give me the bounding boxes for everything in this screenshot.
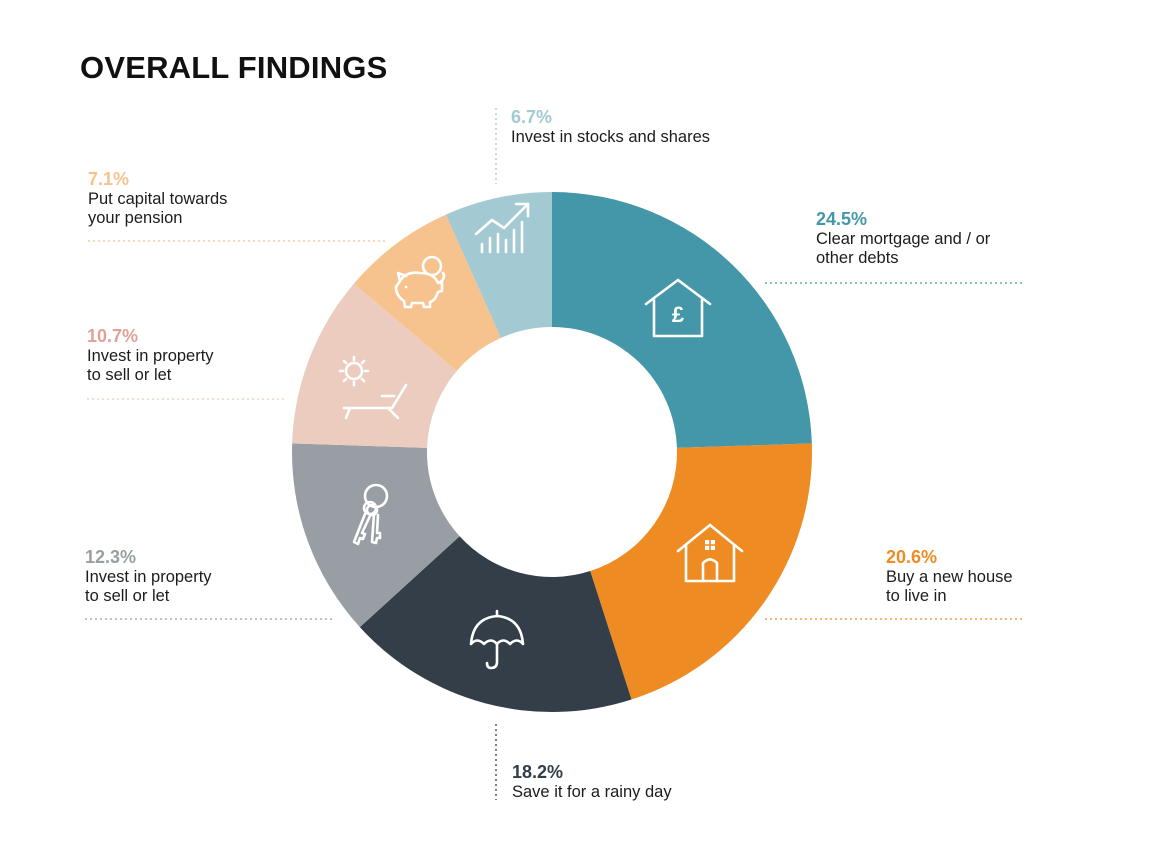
slice-icons: £ <box>338 202 744 670</box>
donut-slice <box>590 443 812 700</box>
umbrella-icon <box>469 609 525 670</box>
slice-percentage: 24.5% <box>816 209 868 229</box>
slice-callout: 6.7% Invest in stocks and shares <box>511 107 711 147</box>
sun-lounger-icon <box>338 355 408 420</box>
slice-label: Save it for a rainy day <box>512 782 672 801</box>
donut-slice <box>445 192 552 338</box>
slice-label: Invest in property to sell or let <box>87 346 214 385</box>
slice-percentage: 12.3% <box>85 547 137 567</box>
donut-slices <box>292 192 812 713</box>
slice-callout: 7.1% Put capital towards your pension <box>88 169 228 229</box>
slice-callout: 18.2% Save it for a rainy day <box>512 762 672 802</box>
slice-label: Put capital towards your pension <box>88 189 228 228</box>
svg-text:£: £ <box>672 302 685 327</box>
slice-callout: 10.7% Invest in property to sell or let <box>87 326 214 386</box>
slice-label: Invest in stocks and shares <box>511 127 711 146</box>
slice-percentage: 18.2% <box>512 762 564 782</box>
slice-percentage: 7.1% <box>88 169 130 189</box>
slice-callout: 20.6% Buy a new house to live in <box>886 547 1013 607</box>
house-pound-icon: £ <box>644 278 712 338</box>
slice-percentage: 6.7% <box>511 107 553 127</box>
donut-slice <box>353 214 501 372</box>
slice-label: Clear mortgage and / or other debts <box>816 229 991 268</box>
slice-percentage: 20.6% <box>886 547 938 567</box>
house-icon <box>676 523 744 583</box>
donut-slice <box>359 536 632 713</box>
slice-label: Invest in property to sell or let <box>85 567 212 606</box>
chart-title: OVERALL FINDINGS <box>80 50 388 85</box>
donut-slice <box>552 192 812 448</box>
slice-callout: 12.3% Invest in property to sell or let <box>85 547 212 607</box>
donut-slice <box>292 443 460 628</box>
donut-slice <box>292 283 457 448</box>
slice-percentage: 10.7% <box>87 326 139 346</box>
piggy-bank-icon <box>394 255 446 309</box>
slice-label: Buy a new house to live in <box>886 567 1013 606</box>
keys-icon <box>352 483 389 546</box>
slice-callout: 24.5% Clear mortgage and / or other debts <box>816 209 991 269</box>
rising-chart-icon <box>474 202 530 254</box>
leader-lines <box>85 108 1025 800</box>
